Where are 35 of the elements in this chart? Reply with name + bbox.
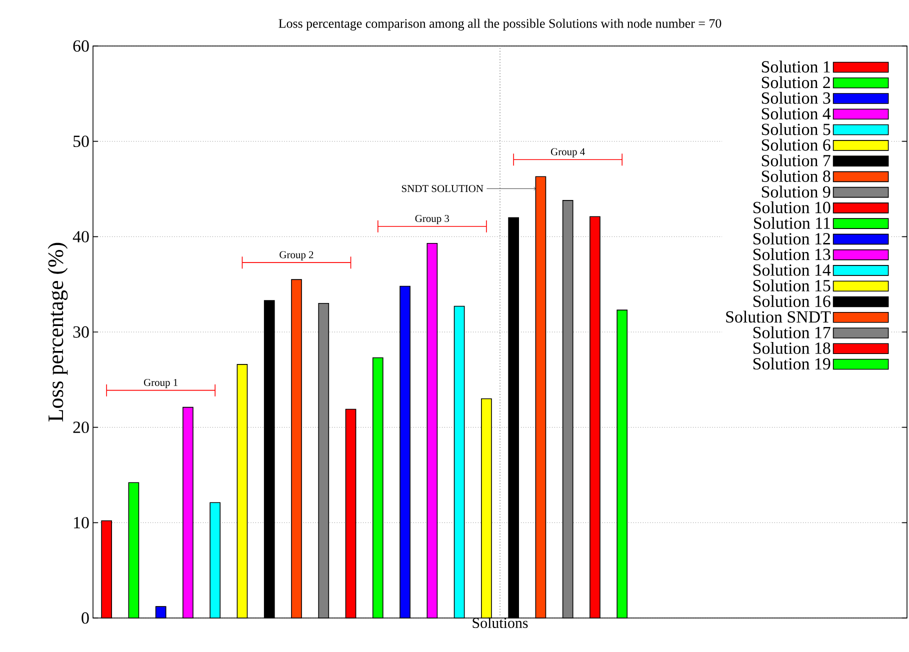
annotation: Group 3: [415, 214, 450, 224]
legend-label: Solution 12: [753, 232, 830, 244]
legend-label: Solution 10: [753, 201, 830, 214]
legend-label: Solution 3: [762, 92, 830, 104]
legend-label: Solution 19: [753, 358, 830, 370]
y-tick-label: 0: [82, 612, 89, 624]
annotation: Group 1: [144, 378, 178, 388]
y-tick-label: 20: [73, 422, 89, 434]
legend-label: Solution 9: [762, 186, 830, 198]
y-tick-label: 60: [73, 40, 89, 52]
legend-label: Solution 8: [762, 170, 830, 182]
legend-label: Solution 6: [762, 138, 830, 151]
legend-label: Solution 14: [753, 264, 831, 276]
legend-label: Solution 4: [762, 108, 831, 120]
y-axis-title: Loss percentage (%): [48, 242, 68, 422]
y-tick-label: 40: [72, 230, 89, 242]
y-tick-label: 10: [74, 516, 89, 528]
legend-label: Solution 7: [762, 154, 830, 166]
y-tick-label: 50: [74, 136, 89, 148]
legend-label: Solution SNDT: [726, 310, 831, 323]
legend-label: Solution 1: [762, 60, 830, 73]
legend-label: Solution 11: [754, 216, 830, 229]
legend-label: Solution 17: [753, 326, 830, 338]
annotation: Group 2: [280, 251, 314, 260]
legend-label: Solution 15: [753, 279, 830, 292]
x-axis-title: Solutions: [472, 618, 528, 628]
legend-label: Solution 2: [762, 76, 830, 88]
legend-label: Solution 16: [753, 295, 830, 308]
annotation: SNDT SOLUTION: [402, 185, 484, 192]
legend-label: Solution 13: [753, 248, 830, 260]
chart-title: Loss percentage comparison among all the possible Solutions with node number = 70: [278, 18, 722, 31]
y-tick-label: 30: [73, 326, 89, 338]
legend-label: Solution 18: [753, 342, 830, 354]
legend-label: Solution 5: [762, 123, 830, 136]
annotation: Group 4: [550, 148, 585, 158]
